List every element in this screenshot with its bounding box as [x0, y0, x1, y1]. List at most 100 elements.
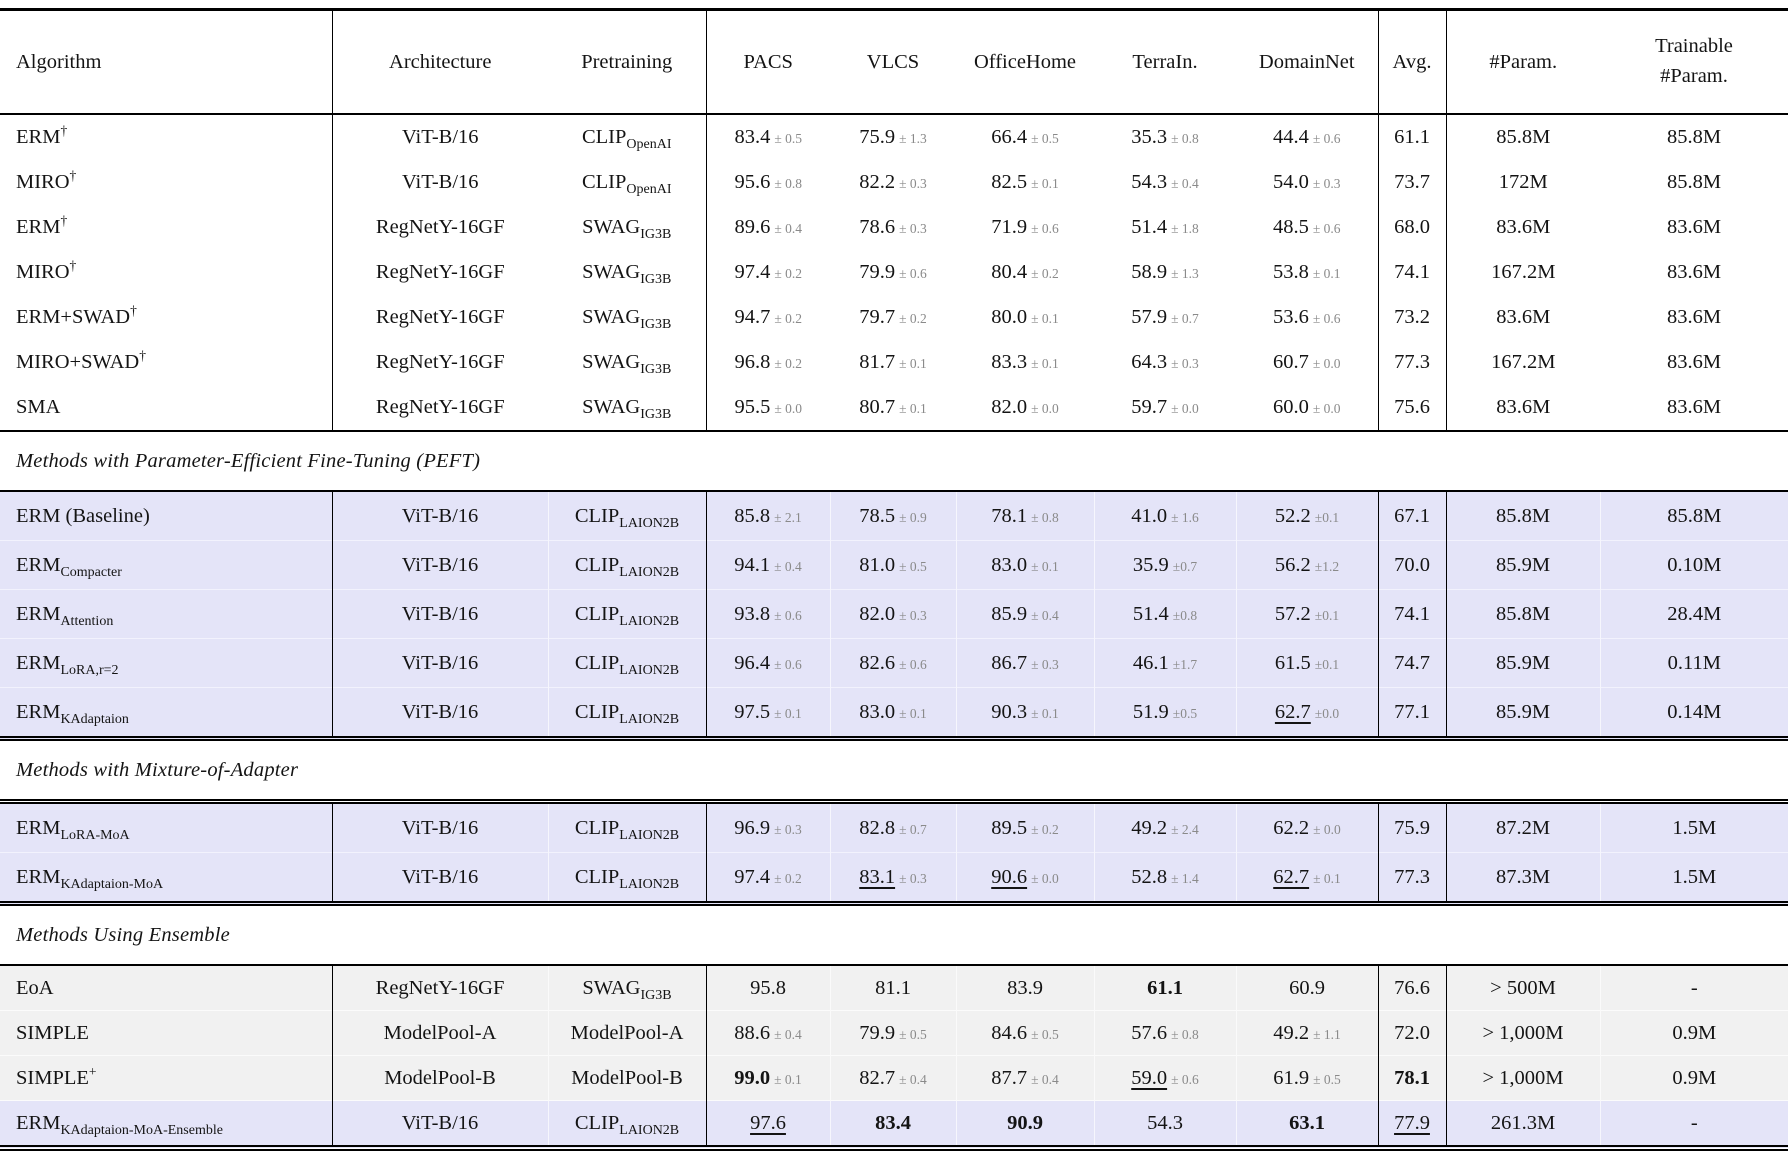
- avg-score: 73.2: [1394, 306, 1430, 328]
- table-row: SIMPLE+ ModelPool-B ModelPool-B 99.0 ± 0.1 82…: [0, 1055, 1788, 1101]
- avg-cell: 76.6: [1377, 965, 1447, 1011]
- domainnet-score: 62.2: [1273, 816, 1310, 839]
- architecture-cell: ViT-B/16: [331, 540, 548, 590]
- param-count-cell: 85.9M: [1446, 540, 1600, 590]
- pacs-score-cell: 94.7 ± 0.2: [705, 295, 830, 340]
- pretraining-subscript: LAION2B: [619, 1122, 680, 1138]
- algorithm-name: SIMPLE: [16, 1021, 89, 1044]
- vlcs-score-cell: 79.9 ± 0.5: [829, 1010, 956, 1056]
- table-row: ERMLoRA,r=2 ViT-B/16 CLIPLAION2B 96.4 ± 0.6 8…: [0, 638, 1788, 688]
- trainable-param-cell: 1.5M: [1599, 801, 1788, 853]
- pretraining-name: CLIP: [574, 816, 620, 839]
- domainnet-score-cell: 62.7 ±0.0: [1235, 687, 1378, 739]
- score-std: ± 0.3: [899, 176, 927, 191]
- avg-cell: 75.9: [1377, 801, 1447, 853]
- domainnet-score-cell: 49.2 ± 1.1: [1235, 1010, 1378, 1056]
- pacs-score-cell: 95.6 ± 0.8: [705, 160, 830, 205]
- section-title-cell: Methods with Parameter-Efficient Fine-Tu…: [0, 431, 1788, 491]
- domainnet-score: 48.5: [1272, 216, 1309, 238]
- score-std: ± 0.6: [899, 266, 927, 281]
- pretraining-subscript: LAION2B: [619, 564, 680, 580]
- terrain-score-cell: 46.1 ±1.7: [1093, 638, 1236, 688]
- avg-score: 68.0: [1394, 216, 1430, 238]
- score-std: ±0.1: [1314, 607, 1340, 623]
- domainnet-score: 62.7: [1273, 865, 1310, 888]
- pretraining-subscript: LAION2B: [619, 827, 680, 843]
- score-std: ± 0.4: [1031, 607, 1059, 623]
- score-std: ± 1.4: [1171, 870, 1199, 886]
- score-std: ± 0.6: [899, 656, 927, 672]
- officehome-score-cell: 90.9: [955, 1100, 1094, 1148]
- pacs-score-cell: 99.0 ± 0.1: [705, 1055, 830, 1101]
- avg-score: 72.0: [1394, 1021, 1430, 1044]
- trainable-param-cell: 85.8M: [1599, 491, 1788, 541]
- terrain-score-cell: 61.1: [1093, 965, 1236, 1011]
- architecture-cell: RegNetY-16GF: [331, 250, 548, 295]
- domainnet-score: 62.7: [1274, 700, 1311, 723]
- avg-cell: 77.9: [1377, 1100, 1447, 1148]
- officehome-score: 84.6: [991, 1021, 1028, 1044]
- pacs-score-cell: 97.5 ± 0.1: [705, 687, 830, 739]
- avg-cell: 75.6: [1377, 385, 1447, 431]
- score-std: ± 0.0: [1312, 401, 1341, 416]
- pacs-score-cell: 89.6 ± 0.4: [705, 205, 830, 250]
- vlcs-score-cell: 82.2 ± 0.3: [830, 160, 956, 205]
- avg-cell: 67.1: [1377, 491, 1447, 541]
- officehome-score: 82.5: [991, 171, 1028, 193]
- vlcs-score: 81.7: [859, 351, 896, 373]
- vlcs-score: 82.7: [859, 1066, 896, 1089]
- pacs-score: 97.4: [734, 865, 771, 888]
- pretraining-name: CLIP: [574, 602, 620, 625]
- param-count-cell: 87.2M: [1446, 801, 1600, 853]
- param-count-cell: > 500M: [1446, 965, 1600, 1011]
- vlcs-score-cell: 82.0 ± 0.3: [829, 589, 956, 639]
- score-std: ± 0.4: [774, 221, 803, 236]
- score-std: ± 0.2: [899, 311, 927, 326]
- pretraining-name: CLIP: [574, 865, 620, 888]
- architecture-cell: ViT-B/16: [331, 160, 548, 205]
- terrain-score: 46.1: [1132, 651, 1169, 674]
- vlcs-score-cell: 79.7 ± 0.2: [830, 295, 956, 340]
- col-header-avg: Avg.: [1377, 9, 1447, 114]
- algorithm-superscript: †: [69, 258, 77, 274]
- officehome-score: 87.7: [991, 1066, 1028, 1089]
- domainnet-score-cell: 53.8 ± 0.1: [1236, 250, 1378, 295]
- score-std: ± 0.0: [774, 401, 803, 416]
- score-std: ± 0.6: [774, 656, 802, 672]
- terrain-score-cell: 49.2 ± 2.4: [1093, 801, 1236, 853]
- param-count-cell: 83.6M: [1446, 205, 1600, 250]
- officehome-score: 86.7: [991, 651, 1028, 674]
- score-std: ± 0.3: [899, 870, 927, 886]
- trainable-param-cell: 28.4M: [1599, 589, 1788, 639]
- score-std: ± 0.5: [774, 131, 803, 146]
- col-header-officehome: OfficeHome: [973, 50, 1077, 73]
- domainnet-score-cell: 60.7 ± 0.0: [1236, 340, 1378, 385]
- terrain-score: 51.4: [1132, 602, 1169, 625]
- algorithm-name: MIRO+SWAD: [16, 351, 140, 373]
- domainnet-score-cell: 57.2 ±0.1: [1235, 589, 1378, 639]
- col-header-domainnet: DomainNet: [1258, 50, 1355, 73]
- avg-cell: 68.0: [1377, 205, 1447, 250]
- avg-score: 76.6: [1394, 976, 1430, 999]
- score-std: ± 0.5: [899, 558, 927, 574]
- param-count-cell: 167.2M: [1446, 340, 1600, 385]
- score-std: ± 0.1: [899, 705, 927, 721]
- trainable-param-cell: 0.14M: [1599, 687, 1788, 739]
- score-std: ± 0.6: [1171, 1071, 1199, 1087]
- avg-cell: 61.1: [1377, 114, 1447, 160]
- col-header-pretraining: Pretraining: [581, 50, 673, 73]
- domainnet-score: 60.0: [1272, 396, 1309, 418]
- pretraining-cell: SWAGIG3B: [548, 205, 706, 250]
- vlcs-score-cell: 82.6 ± 0.6: [829, 638, 956, 688]
- pretraining-cell: CLIPLAION2B: [547, 491, 706, 541]
- vlcs-score: 82.2: [859, 171, 896, 193]
- vlcs-score-cell: 75.9 ± 1.3: [830, 114, 956, 160]
- algorithm-subscript: KAdaptaion-MoA-Ensemble: [60, 1122, 223, 1138]
- vlcs-score-cell: 83.1 ± 0.3: [829, 852, 956, 904]
- algorithm-cell: MIRO†: [0, 160, 332, 205]
- score-std: ± 0.6: [1312, 221, 1341, 236]
- algorithm-cell: ERM+SWAD†: [0, 295, 332, 340]
- vlcs-score: 82.8: [859, 816, 896, 839]
- algorithm-superscript: †: [139, 348, 146, 364]
